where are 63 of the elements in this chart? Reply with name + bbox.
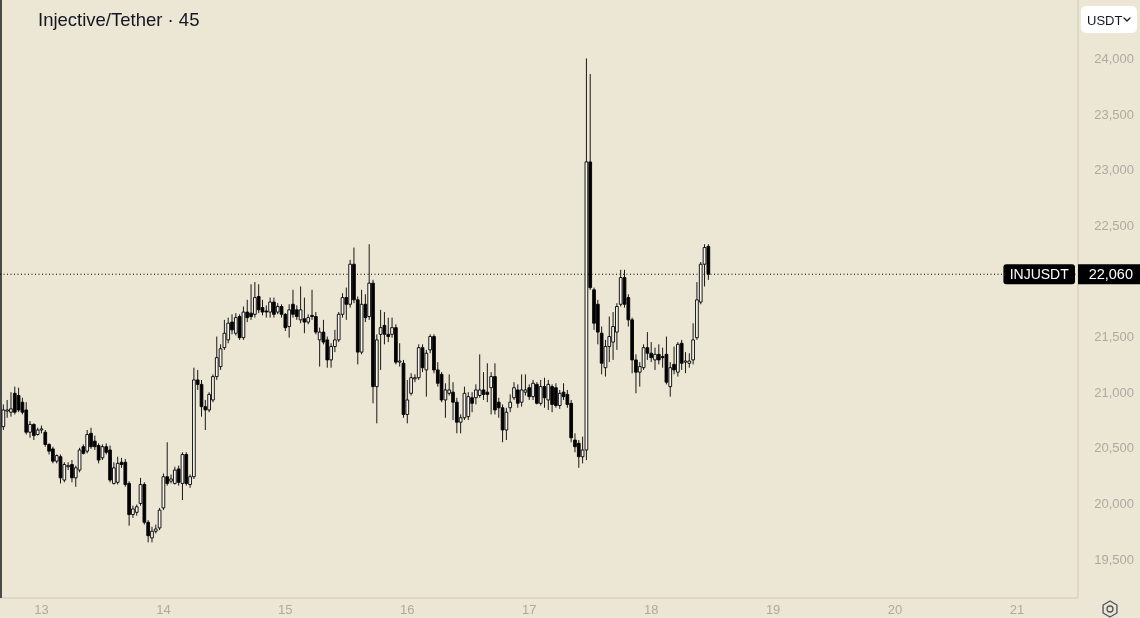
- ref-line-label: INJUSDT: [1009, 266, 1070, 283]
- y-tick-label: 23,500: [1094, 106, 1134, 122]
- candlestick: [115, 456, 120, 485]
- candlestick: [24, 401, 29, 435]
- x-tick-label: 14: [156, 601, 171, 617]
- candlestick: [466, 391, 471, 421]
- x-tick-label: 13: [34, 601, 49, 617]
- y-tick-label: 21,500: [1094, 329, 1134, 345]
- x-tick-label: 20: [887, 601, 903, 617]
- y-tick-label: 20,000: [1094, 495, 1134, 511]
- text: Injective/Tether · 45: [38, 8, 200, 30]
- candlestick: [134, 504, 139, 517]
- x-tick-label: 18: [643, 601, 659, 617]
- candlestick: [538, 379, 543, 406]
- x-tick-label: 21: [1009, 601, 1025, 617]
- y-tick-label: 22,500: [1094, 217, 1134, 233]
- candlestick: [531, 379, 535, 401]
- y-tick-label: 19,500: [1094, 551, 1134, 567]
- candlestick: [416, 343, 421, 381]
- x-tick-label: 16: [400, 601, 415, 617]
- candlestick: [535, 381, 539, 405]
- candlestick: [584, 57, 589, 461]
- candlestick: [542, 377, 547, 409]
- candlestick: [108, 445, 112, 483]
- candlestick: [9, 391, 13, 418]
- candlestick: [253, 281, 257, 319]
- candlestick: [157, 507, 162, 531]
- candlestick: [268, 297, 272, 319]
- candlestick: [16, 387, 21, 413]
- y-tick-label: 21,000: [1094, 384, 1134, 400]
- candlestick: [275, 302, 280, 315]
- candlestick: [58, 454, 63, 484]
- y-axis-title: USDT: [1087, 12, 1123, 28]
- y-tick-label: 24,000: [1094, 50, 1134, 66]
- x-tick-label: 15: [278, 601, 293, 617]
- candlestick: [504, 407, 509, 441]
- candlestick: [70, 459, 74, 483]
- y-tick-label: 23,000: [1094, 162, 1134, 178]
- candlestick: [100, 444, 105, 461]
- candlestick: [233, 312, 238, 336]
- y-tick-label: 20,500: [1094, 440, 1134, 456]
- x-tick-label: 17: [522, 601, 537, 617]
- candlestick: [676, 341, 680, 378]
- candlestick: [272, 297, 276, 319]
- dropdown-button[interactable]: [1081, 6, 1137, 33]
- candlestick: [51, 446, 55, 464]
- candlestick: [35, 427, 40, 437]
- candlestick: [85, 429, 90, 454]
- candlestick: [249, 283, 253, 321]
- text: 22,060: [1088, 266, 1133, 283]
- candlestick: [12, 386, 17, 415]
- candlestick: [550, 383, 554, 413]
- candlestick: [173, 466, 177, 485]
- candlestick: [32, 422, 36, 441]
- candlestick: [546, 379, 551, 411]
- candlestick: [493, 362, 497, 415]
- candlestick: [256, 283, 261, 314]
- candlestick: [89, 427, 93, 450]
- x-tick-label: 19: [765, 601, 781, 617]
- candlestick: [554, 382, 558, 409]
- candlestick: [519, 373, 524, 408]
- candlestick: [1, 403, 6, 431]
- candlestick: [180, 451, 185, 501]
